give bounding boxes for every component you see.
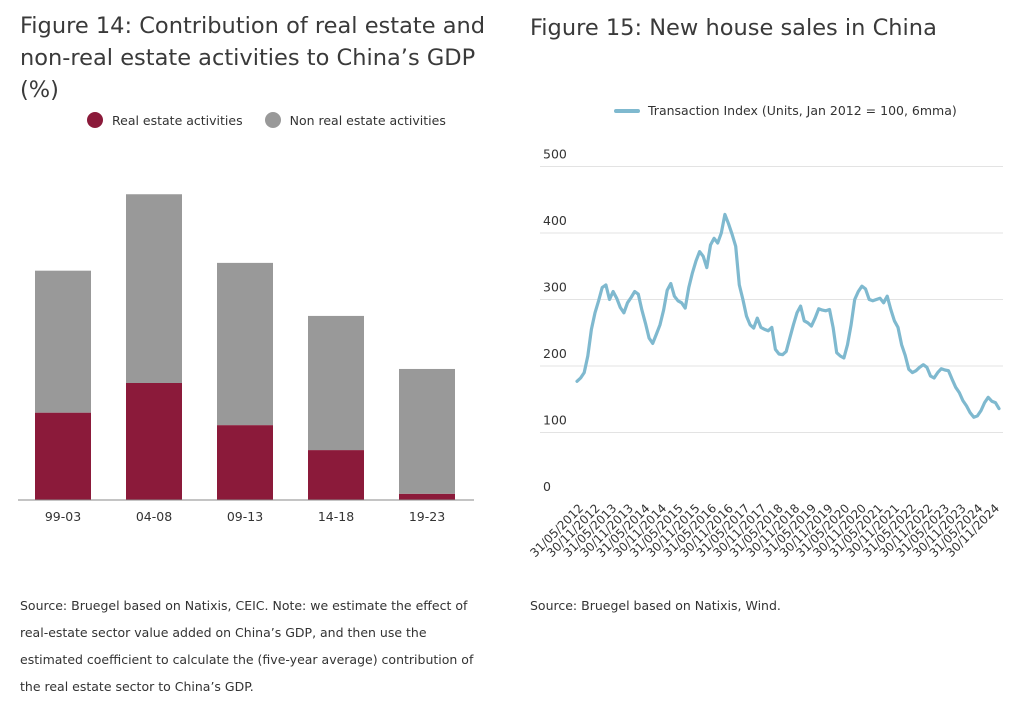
x-tick-label-09-13: 09-13 <box>227 509 263 524</box>
legend-swatch-real-estate <box>87 112 103 128</box>
y-tick-label-200: 200 <box>543 346 567 361</box>
legend-item-non-real-estate: Non real estate activities <box>264 112 446 128</box>
fig15-source-note: Source: Bruegel based on Natixis, Wind. <box>530 598 781 613</box>
bar-real-estate-14-18 <box>308 450 364 500</box>
bar-non-real-estate-04-08 <box>126 194 182 383</box>
fig14-source-note: Source: Bruegel based on Natixis, CEIC. … <box>20 598 474 694</box>
y-tick-label-100: 100 <box>543 413 567 428</box>
bar-non-real-estate-14-18 <box>308 315 364 451</box>
bar-non-real-estate-99-03 <box>35 270 91 413</box>
series-line-transaction-index <box>575 212 1001 419</box>
y-tick-label-0: 0 <box>543 479 551 494</box>
y-tick-label-300: 300 <box>543 280 567 295</box>
x-tick-label-14-18: 14-18 <box>318 509 354 524</box>
legend-swatch-non-real-estate <box>264 112 281 128</box>
legend-label-real-estate: Real estate activities <box>112 112 243 128</box>
fig15-legend: Transaction Index (Units, Jan 2012 = 100… <box>614 103 979 118</box>
bar-non-real-estate-09-13 <box>217 262 273 426</box>
y-tick-label-500: 500 <box>543 147 567 162</box>
x-tick-label-04-08: 04-08 <box>136 509 172 524</box>
y-tick-label-400: 400 <box>543 213 567 228</box>
fig15-title: Figure 15: New house sales in China <box>530 15 937 41</box>
x-tick-label-19-23: 19-23 <box>409 509 445 524</box>
legend-swatch-transaction-index <box>614 108 640 113</box>
bar-real-estate-19-23 <box>399 493 455 500</box>
legend-label-non-real-estate: Non real estate activities <box>289 112 446 128</box>
bar-non-real-estate-19-23 <box>399 368 455 494</box>
legend-item-transaction-index: Transaction Index (Units, Jan 2012 = 100… <box>614 103 957 118</box>
legend-label-transaction-index: Transaction Index (Units, Jan 2012 = 100… <box>648 103 957 118</box>
fig14-title: Figure 14: Contribution of real estate a… <box>20 13 486 103</box>
bar-real-estate-04-08 <box>126 383 182 500</box>
bar-real-estate-09-13 <box>217 425 273 500</box>
legend-item-real-estate: Real estate activities <box>87 112 243 128</box>
fig14-legend: Real estate activities Non real estate a… <box>87 112 468 128</box>
x-tick-label-99-03: 99-03 <box>45 509 81 524</box>
bar-real-estate-99-03 <box>35 412 91 500</box>
